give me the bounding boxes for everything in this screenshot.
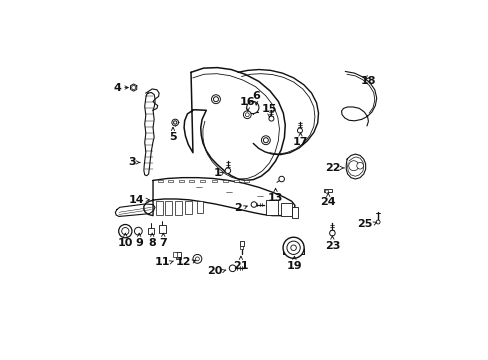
Circle shape [229,265,235,271]
Circle shape [263,138,268,143]
Bar [168,180,173,183]
Bar [280,203,291,216]
Circle shape [224,168,230,174]
Bar [159,225,166,233]
Circle shape [325,190,328,193]
Bar [233,180,238,183]
Text: 12: 12 [175,257,191,267]
Circle shape [119,225,132,238]
Text: 2: 2 [234,203,242,213]
Circle shape [246,102,259,114]
Bar [156,201,163,215]
Text: 24: 24 [320,197,335,207]
Bar [239,241,244,246]
Circle shape [286,241,300,255]
Text: 6: 6 [252,91,260,102]
Circle shape [297,128,302,133]
Bar [244,180,248,183]
Text: 19: 19 [286,261,302,271]
Text: 17: 17 [292,138,307,148]
Circle shape [290,245,296,251]
Text: 4: 4 [113,82,121,93]
Text: 23: 23 [324,240,339,251]
Text: 3: 3 [128,157,136,167]
Circle shape [268,116,273,121]
Bar [200,180,205,183]
Circle shape [245,113,249,117]
Circle shape [278,176,284,182]
Text: 5: 5 [169,132,177,142]
Text: 21: 21 [233,261,248,271]
Bar [173,252,177,257]
Circle shape [134,227,142,235]
Text: 14: 14 [129,195,144,205]
Bar [212,180,217,183]
Circle shape [251,202,256,207]
Bar [223,180,228,183]
Text: 25: 25 [356,219,372,229]
Bar [292,207,298,218]
Circle shape [131,86,135,90]
Bar [189,180,194,183]
Bar [265,200,278,215]
Circle shape [213,97,218,102]
Bar [158,180,163,183]
Bar [176,252,181,260]
Circle shape [122,228,129,235]
Bar [196,201,203,213]
Text: 16: 16 [240,97,255,107]
Circle shape [193,255,202,263]
Circle shape [329,230,334,236]
Text: 15: 15 [261,104,277,114]
Text: 18: 18 [360,76,375,86]
Bar [240,246,243,249]
Circle shape [243,111,251,118]
Text: 22: 22 [325,163,340,173]
Bar [165,201,172,215]
Bar [148,228,153,234]
Text: 8: 8 [148,238,156,248]
Polygon shape [130,84,137,91]
Circle shape [195,257,199,261]
Text: 1: 1 [213,168,221,179]
Bar [324,189,332,192]
Circle shape [375,220,379,224]
Text: 7: 7 [159,238,167,248]
Text: 9: 9 [135,238,143,248]
Circle shape [172,119,178,126]
Text: 20: 20 [206,266,222,276]
Bar [175,201,182,215]
Text: 10: 10 [118,238,133,248]
Circle shape [283,237,304,258]
Circle shape [261,136,270,145]
Text: 13: 13 [267,193,283,203]
Circle shape [356,162,363,169]
Text: 11: 11 [154,257,170,267]
Circle shape [173,121,177,124]
Circle shape [348,161,358,171]
Circle shape [211,95,220,104]
Bar [185,201,192,214]
Bar [179,180,183,183]
